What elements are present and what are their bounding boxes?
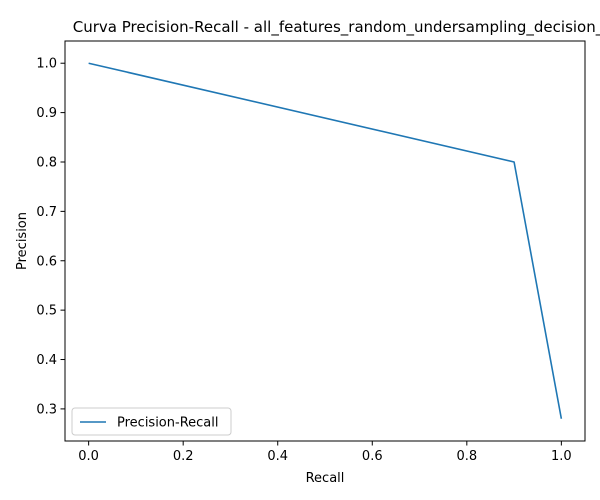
- y-tick-label: 0.3: [36, 402, 57, 417]
- series-line-precision-recall: [88, 62, 563, 419]
- y-tick-label: 0.6: [36, 254, 57, 269]
- y-tick-label: 0.4: [36, 353, 57, 368]
- y-axis-title: Precision: [15, 212, 30, 270]
- legend-label: Precision-Recall: [117, 416, 218, 431]
- x-tick-label: 0.4: [267, 449, 288, 464]
- chart-title: Curva Precision-Recall - all_features_ra…: [73, 18, 600, 37]
- x-tick-label: 0.8: [456, 449, 477, 464]
- series-layer: [88, 62, 563, 419]
- y-tick-label: 1.0: [36, 57, 57, 72]
- x-axis-title: Recall: [306, 471, 345, 486]
- legend: Precision-Recall: [71, 407, 232, 436]
- legend-box: [71, 407, 232, 436]
- y-tick-label: 0.5: [36, 304, 57, 319]
- y-tick-label: 0.9: [36, 106, 57, 121]
- x-tick-label: 0.2: [173, 449, 194, 464]
- x-axis-ticks: 0.0 0.2 0.4 0.6 0.8 1.0: [78, 441, 572, 464]
- x-tick-label: 0.6: [362, 449, 383, 464]
- y-tick-label: 0.7: [36, 205, 57, 220]
- x-tick-label: 1.0: [551, 449, 572, 464]
- x-tick-label: 0.0: [78, 449, 99, 464]
- plot-frame: [64, 40, 586, 442]
- y-tick-label: 0.8: [36, 155, 57, 170]
- y-axis-ticks: 0.3 0.4 0.5 0.6 0.7 0.8 0.9 1.0: [36, 57, 65, 417]
